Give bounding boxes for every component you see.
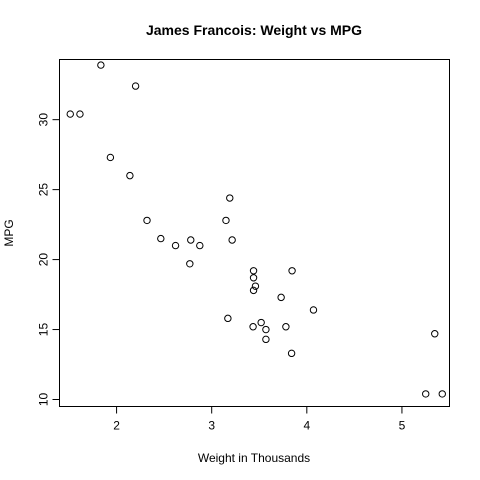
x-tick-label-1: 3 bbox=[208, 419, 215, 433]
data-point-3 bbox=[228, 236, 236, 244]
data-point-29 bbox=[186, 260, 194, 268]
data-point-13 bbox=[282, 323, 290, 331]
data-point-30 bbox=[262, 325, 270, 334]
x-axis-label: Weight in Thousands bbox=[198, 451, 310, 465]
data-point-17 bbox=[131, 82, 140, 90]
y-tick-label-1: 15 bbox=[37, 323, 51, 337]
x-tick-label-3: 5 bbox=[399, 419, 406, 433]
y-axis-label: MPG bbox=[2, 219, 16, 246]
data-point-1 bbox=[196, 241, 204, 250]
data-point-7 bbox=[226, 194, 234, 202]
data-point-16 bbox=[431, 330, 439, 338]
data-point-18 bbox=[76, 110, 84, 118]
data-point-12 bbox=[277, 293, 285, 302]
data-point-21 bbox=[257, 318, 265, 327]
data-point-19 bbox=[97, 61, 105, 69]
x-tick-label-0: 2 bbox=[113, 419, 120, 433]
data-point-2 bbox=[143, 216, 151, 225]
chart-title: James Francois: Weight vs MPG bbox=[146, 22, 362, 38]
data-point-9 bbox=[249, 267, 258, 275]
y-axis: 10 15 20 25 30 bbox=[37, 113, 60, 407]
data-points bbox=[66, 61, 446, 398]
data-point-25 bbox=[106, 153, 115, 162]
plot-area-frame bbox=[59, 59, 450, 407]
data-point-28 bbox=[224, 314, 232, 323]
x-tick-label-2: 4 bbox=[303, 419, 310, 433]
x-axis: 2 3 4 5 bbox=[113, 406, 406, 433]
data-point-23 bbox=[287, 349, 296, 358]
data-point-15 bbox=[438, 390, 446, 398]
data-point-4 bbox=[249, 274, 258, 282]
data-point-22 bbox=[249, 323, 257, 331]
data-point-27 bbox=[66, 110, 74, 118]
y-tick-label-2: 20 bbox=[37, 253, 51, 267]
data-point-6 bbox=[262, 335, 270, 344]
data-point-10 bbox=[249, 286, 258, 295]
data-point-5 bbox=[251, 282, 260, 290]
y-tick-label-4: 30 bbox=[37, 113, 51, 127]
data-point-20 bbox=[157, 234, 165, 243]
data-point-11 bbox=[309, 306, 318, 314]
data-point-14 bbox=[422, 390, 430, 398]
data-point-8 bbox=[222, 216, 230, 225]
y-tick-label-3: 25 bbox=[37, 183, 51, 197]
data-point-26 bbox=[126, 171, 134, 180]
data-point-24 bbox=[288, 267, 296, 275]
data-point-0 bbox=[171, 241, 180, 250]
data-point-31 bbox=[187, 236, 195, 244]
y-tick-label-0: 10 bbox=[37, 393, 51, 407]
